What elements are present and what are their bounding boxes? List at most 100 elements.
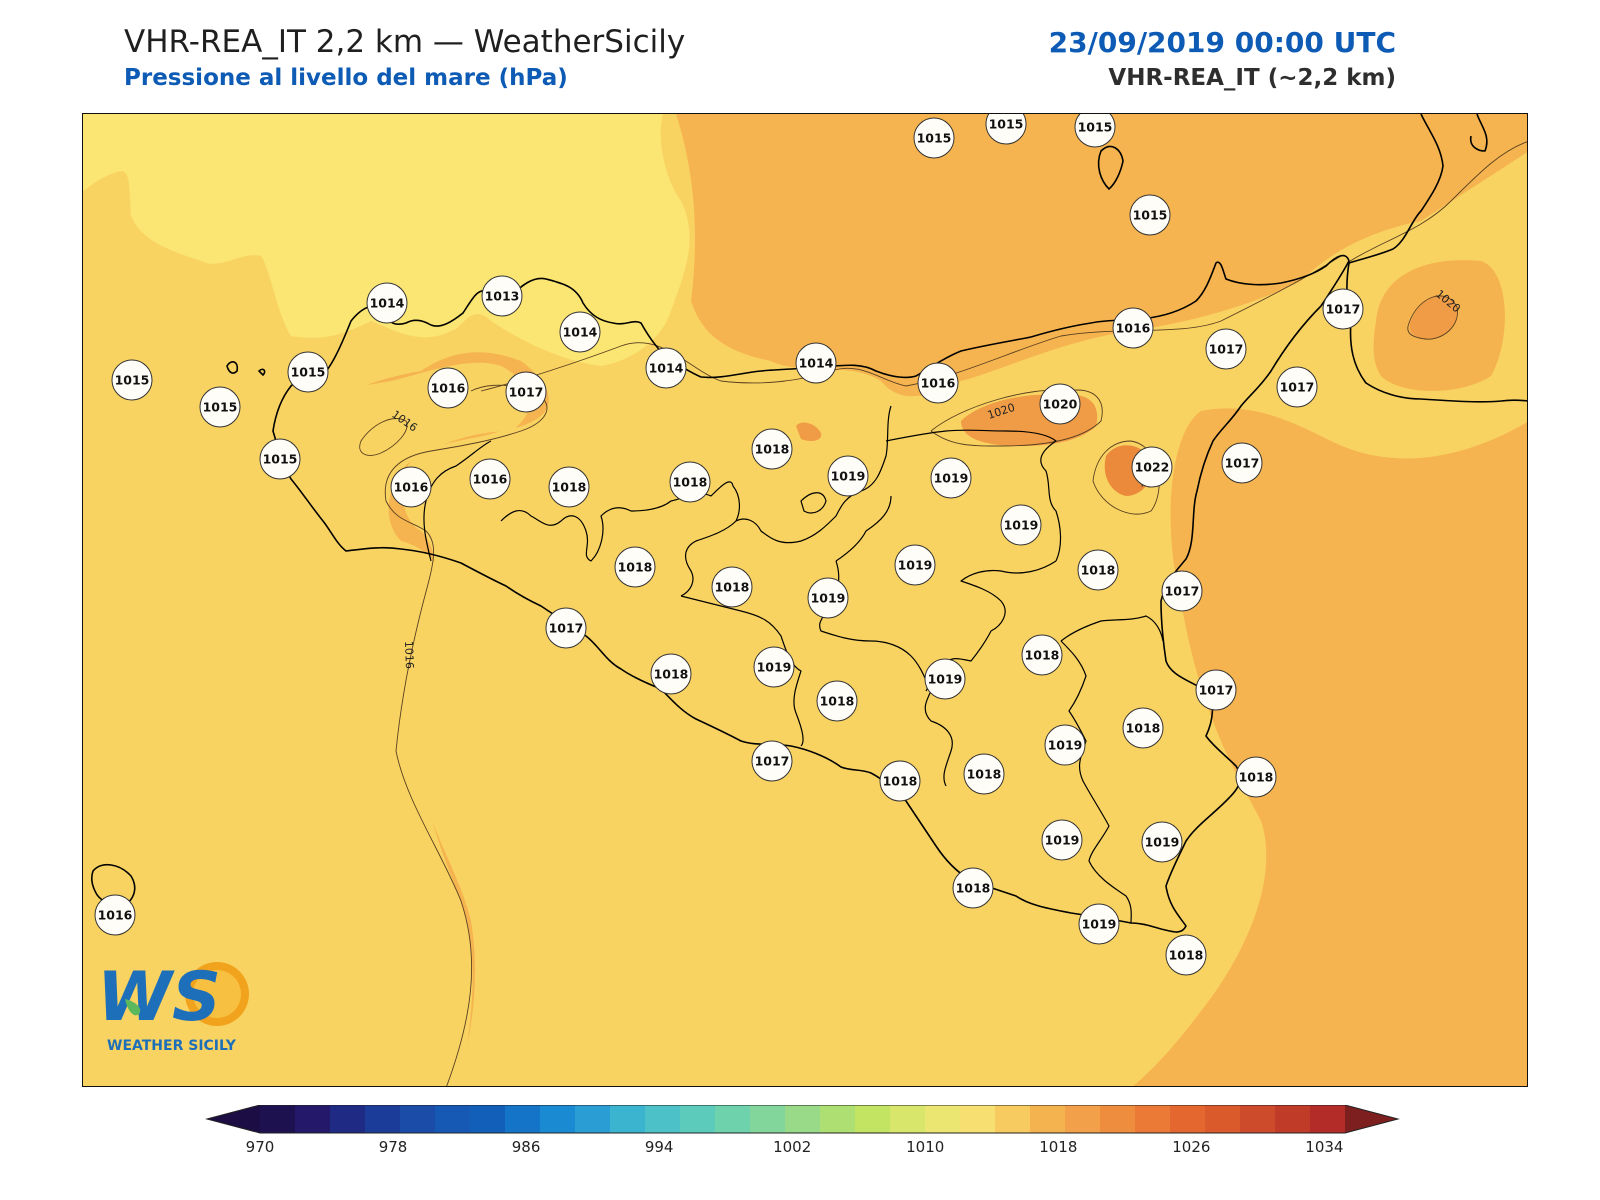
station-pressure-marker: 1015: [287, 351, 329, 393]
station-circle: [751, 740, 793, 782]
colorbar-segment: [1275, 1105, 1311, 1133]
station-pressure-marker: 1015: [259, 438, 301, 480]
station-pressure-marker: 1018: [952, 867, 994, 909]
station-pressure-marker: 1016: [427, 367, 469, 409]
colorbar-tick-label: 970: [246, 1138, 275, 1155]
colorbar-tick-label: 986: [512, 1138, 541, 1155]
colorbar-segment: [365, 1105, 401, 1133]
station-circle: [199, 386, 241, 428]
colorbar-segment: [750, 1105, 786, 1133]
station-circle: [545, 607, 587, 649]
colorbar-segment: [820, 1105, 856, 1133]
station-circle: [1077, 549, 1119, 591]
colorbar-segment: [785, 1105, 821, 1133]
station-circle: [1205, 328, 1247, 370]
valid-datetime: 23/09/2019 00:00 UTC: [1048, 26, 1396, 59]
station-value: 1015: [291, 365, 326, 380]
station-circle: [985, 114, 1027, 145]
station-pressure-marker: 1015: [913, 117, 955, 159]
colorbar-segment: [400, 1105, 436, 1133]
station-value: 1018: [1025, 648, 1060, 663]
station-value: 1015: [1078, 120, 1113, 135]
station-value: 1018: [883, 774, 918, 789]
station-circle: [963, 753, 1005, 795]
colorbar-segment: [960, 1105, 996, 1133]
station-value: 1019: [1045, 833, 1080, 848]
station-pressure-marker: 1015: [199, 386, 241, 428]
station-circle: [711, 566, 753, 608]
station-value: 1015: [263, 452, 298, 467]
station-circle: [1141, 821, 1183, 863]
model-name: VHR-REA_IT (~2,2 km): [1108, 65, 1396, 91]
station-pressure-marker: 1016: [917, 362, 959, 404]
isobars: [359, 141, 1527, 1086]
station-pressure-marker: 1018: [1235, 756, 1277, 798]
colorbar-segment: [1100, 1105, 1136, 1133]
station-value: 1016: [473, 472, 508, 487]
colorbar-segments: [205, 1105, 1400, 1134]
station-circle: [645, 347, 687, 389]
station-circle: [753, 646, 795, 688]
station-pressure-marker: 1016: [1112, 307, 1154, 349]
station-pressure-marker: 1015: [111, 359, 153, 401]
station-value: 1013: [485, 289, 520, 304]
station-circle: [1021, 634, 1063, 676]
colorbar-segment: [645, 1105, 681, 1133]
sicily-coast: [272, 254, 1350, 933]
pressure-field-1014-west: [83, 114, 529, 1086]
station-pressure-marker: 1019: [1141, 821, 1183, 863]
station-pressure-marker: 1017: [505, 371, 547, 413]
colorbar-segment: [1030, 1105, 1066, 1133]
station-circle: [287, 351, 329, 393]
station-value: 1015: [203, 400, 238, 415]
station-circle: [1131, 446, 1173, 488]
colorbar-segment: [855, 1105, 891, 1133]
station-pressure-marker: 1018: [1122, 707, 1164, 749]
station-pressure-marker: 1018: [1021, 634, 1063, 676]
station-value: 1018: [673, 475, 708, 490]
station-pressure-marker: 1018: [669, 461, 711, 503]
station-value: 1018: [755, 442, 790, 457]
station-circle: [390, 466, 432, 508]
station-value: 1014: [563, 325, 598, 340]
station-value: 1018: [1126, 721, 1161, 736]
station-value: 1016: [431, 381, 466, 396]
station-circle: [879, 760, 921, 802]
station-value: 1015: [115, 373, 150, 388]
station-value: 1018: [552, 480, 587, 495]
station-value: 1016: [1116, 321, 1151, 336]
colorbar-high-extend: [1345, 1105, 1398, 1133]
station-circle: [952, 867, 994, 909]
station-circle: [427, 367, 469, 409]
pressure-field-1012: [83, 114, 690, 366]
station-value: 1019: [1145, 835, 1180, 850]
station-value: 1017: [509, 385, 544, 400]
logo-text: WEATHER SICILY: [107, 1038, 236, 1054]
station-circle: [469, 458, 511, 500]
logo-mark-icon: WS: [97, 958, 249, 1037]
colorbar-segment: [505, 1105, 541, 1133]
station-pressure-marker: 1018: [711, 566, 753, 608]
colorbar-segment: [890, 1105, 926, 1133]
station-circle: [481, 275, 523, 317]
levanzo-island: [258, 368, 266, 376]
station-pressure-marker: 1017: [545, 607, 587, 649]
station-circle: [917, 362, 959, 404]
station-circle: [614, 546, 656, 588]
map-subtitle: Pressione al livello del mare (hPa): [124, 65, 568, 91]
colorbar-segment: [435, 1105, 471, 1133]
station-value: 1015: [917, 131, 952, 146]
station-value: 1019: [898, 558, 933, 573]
colorbar-ticks: 970 978 986 994 1002 1010 1018 1026 1034: [246, 1138, 1344, 1155]
pressure-map: 1016 1016 1020 1020 1020 101510151015101…: [82, 113, 1528, 1087]
station-circle: [111, 359, 153, 401]
station-circle: [827, 455, 869, 497]
station-value: 1018: [820, 694, 855, 709]
station-pressure-marker: 1017: [1195, 669, 1237, 711]
station-circle: [894, 544, 936, 586]
station-circle: [548, 466, 590, 508]
station-circle: [1122, 707, 1164, 749]
station-circle: [1041, 819, 1083, 861]
station-pressure-marker: 1015: [1129, 194, 1171, 236]
colorbar-segment: [470, 1105, 506, 1133]
